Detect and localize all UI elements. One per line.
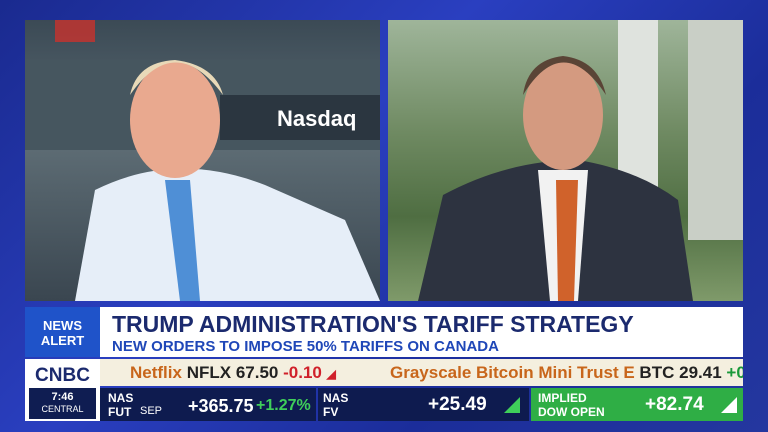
background-sign: Nasdaq: [277, 106, 357, 131]
left-video: Nasdaq: [25, 20, 380, 301]
market-period: SEP: [140, 405, 163, 417]
market-value: +82.74: [645, 394, 704, 415]
market-block: NAS FUT SEP +365.75 +1.27%: [100, 388, 316, 421]
market-label: DOW OPEN: [538, 405, 605, 419]
market-percent: +1.27%: [256, 397, 311, 414]
news-alert-badge: NEWS ALERT: [25, 307, 100, 357]
market-block: IMPLIED DOW OPEN +82.74: [531, 388, 743, 421]
right-scene: [418, 20, 743, 301]
ticker-name: Grayscale Bitcoin Mini Trust E: [390, 363, 635, 382]
ticker-change: -0.10: [283, 363, 322, 382]
headline-bar: TRUMP ADMINISTRATION'S TARIFF STRATEGY N…: [100, 307, 743, 357]
ticker-symbol: BTC: [639, 363, 675, 382]
network-box: CNBC 7:46 CENTRAL: [25, 359, 100, 421]
badge-line: NEWS: [43, 318, 82, 333]
market-block: NAS FV +25.49: [318, 388, 529, 421]
ticker: Netflix NFLX 67.50 -0.10 ◢ Grayscale Bit…: [100, 359, 743, 386]
headline: TRUMP ADMINISTRATION'S TARIFF STRATEGY: [112, 311, 634, 337]
market-label: NAS: [323, 391, 349, 405]
market-value: +25.49: [428, 394, 487, 415]
time-zone: CENTRAL: [41, 404, 84, 414]
up-arrow: [721, 397, 737, 413]
ticker-price: 29.41: [679, 363, 722, 382]
market-value: +365.75: [188, 396, 254, 416]
market-label: FV: [323, 405, 339, 419]
time-box: 7:46 CENTRAL: [29, 388, 96, 419]
ticker-item: Netflix NFLX 67.50 -0.10 ◢: [130, 363, 336, 383]
market-label: IMPLIED: [538, 391, 587, 405]
ticker-change: +0.6: [726, 363, 743, 382]
badge-line: ALERT: [40, 333, 85, 348]
down-arrow: ◢: [326, 367, 336, 381]
market-label: FUT: [108, 405, 132, 419]
right-video: [388, 20, 743, 301]
network-logo: CNBC: [35, 365, 90, 386]
left-scene: [25, 20, 380, 301]
subheadline: NEW ORDERS TO IMPOSE 50% TARIFFS ON CANA…: [112, 338, 499, 355]
up-arrow: [504, 397, 520, 413]
ticker-symbol: NFLX: [186, 363, 232, 382]
ticker-item: Grayscale Bitcoin Mini Trust E BTC 29.41…: [390, 363, 743, 383]
market-label: NAS: [108, 391, 134, 405]
ticker-price: 67.50: [235, 363, 279, 382]
ticker-name: Netflix: [130, 363, 182, 382]
time: 7:46: [51, 391, 74, 403]
